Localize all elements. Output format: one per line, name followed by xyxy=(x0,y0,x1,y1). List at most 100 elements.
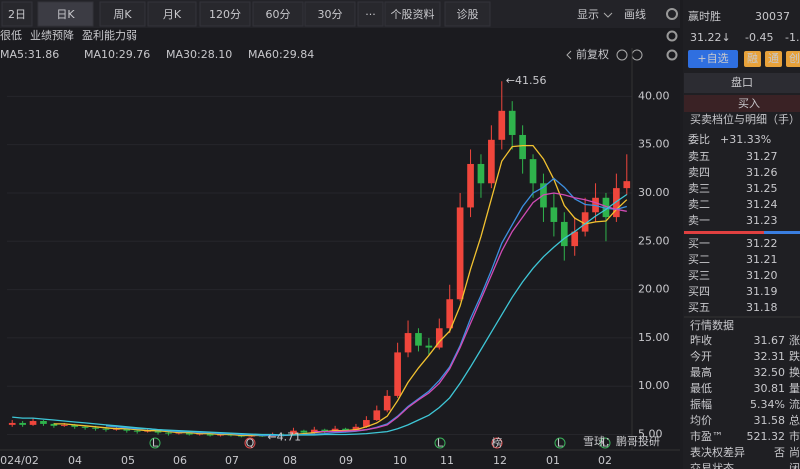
tab-bg[interactable] xyxy=(99,1,146,27)
candle-body xyxy=(92,427,99,429)
settings-icon[interactable] xyxy=(666,8,678,20)
stat-label: 总 xyxy=(789,413,800,427)
ask-level: 卖二 xyxy=(688,198,710,211)
toolbar-tab[interactable]: ··· xyxy=(365,8,376,21)
tab-bg[interactable] xyxy=(1,1,33,27)
event-label[interactable]: L xyxy=(557,437,564,450)
stat-value: 5.34% xyxy=(750,398,785,411)
y-tick-label: 15.00 xyxy=(638,331,670,344)
tab-bg[interactable] xyxy=(304,1,356,27)
y-tick-label: 10.00 xyxy=(638,379,670,392)
toolbar-tab[interactable]: 30分 xyxy=(318,8,343,21)
stat-label: 市盈™ xyxy=(690,429,723,443)
toolbar-tab[interactable]: 60分 xyxy=(266,8,291,21)
bid-level: 买一 xyxy=(688,237,710,250)
candle-body xyxy=(571,231,579,247)
x-tick-label: 07 xyxy=(225,454,239,467)
event-marker[interactable] xyxy=(149,437,161,449)
toolbar-tab[interactable]: 日K xyxy=(56,8,75,21)
x-tick-label: 02 xyxy=(598,454,612,467)
price: 31.22↓ xyxy=(690,31,731,44)
toolbar-tab[interactable]: 周K xyxy=(113,8,132,21)
candle-body xyxy=(446,299,454,329)
toolbar-tab[interactable]: 个股资料 xyxy=(391,7,435,21)
zoom-icon[interactable] xyxy=(616,49,628,61)
badge: 创 xyxy=(789,52,800,65)
bid-level: 买五 xyxy=(688,301,710,314)
event-marker[interactable] xyxy=(244,437,256,449)
panel-tab[interactable]: 盘口 xyxy=(731,75,753,89)
stat-value: 32.50 xyxy=(754,366,786,379)
candle-body xyxy=(435,328,443,348)
toolbar-tab[interactable]: 120分 xyxy=(209,8,241,21)
settings-icon[interactable] xyxy=(666,49,678,61)
event-marker[interactable] xyxy=(491,437,503,449)
ma-legend: MA10:29.76 xyxy=(84,48,150,61)
event-label[interactable]: L xyxy=(602,437,609,450)
tab-bg[interactable] xyxy=(684,73,800,93)
y-tick-label: 5.00 xyxy=(638,428,663,441)
candle-body xyxy=(602,197,610,218)
stock-code: 30037 xyxy=(755,10,790,23)
candle-body xyxy=(363,420,370,427)
event-marker[interactable] xyxy=(434,437,446,449)
stat-label: 闭市 xyxy=(789,461,800,469)
candle-body xyxy=(342,428,349,431)
badge: 通 xyxy=(768,52,779,65)
tab-bg[interactable] xyxy=(199,1,251,27)
tab-bg[interactable] xyxy=(37,1,94,27)
event-marker[interactable] xyxy=(599,437,611,449)
toolbar-tab[interactable]: 2日 xyxy=(8,8,26,21)
draw-button[interactable]: 画线 xyxy=(624,7,646,21)
event-label[interactable]: 榜 xyxy=(492,436,503,450)
stat-label: 市 xyxy=(789,429,800,443)
settings-icon[interactable] xyxy=(666,30,678,42)
stat-label: 昨收 xyxy=(690,333,712,347)
add-watchlist-bg[interactable] xyxy=(688,50,738,68)
ask-price: 31.23 xyxy=(746,214,778,227)
candle-body xyxy=(456,207,464,300)
candle-body xyxy=(467,163,474,208)
bid-price: 31.20 xyxy=(746,269,778,282)
tag: 业绩预降 xyxy=(30,28,74,42)
ask-price: 31.25 xyxy=(746,182,778,195)
tab-bg[interactable] xyxy=(444,1,491,27)
stat-label: 涨 xyxy=(789,334,800,347)
event-label[interactable]: Q xyxy=(246,437,255,450)
ask-price: 31.27 xyxy=(746,150,778,163)
display-button[interactable]: 显示 xyxy=(577,8,599,21)
candle-body xyxy=(165,432,172,434)
candle-body xyxy=(19,422,26,425)
ratio-value: +31.33% xyxy=(720,133,771,146)
candle-body xyxy=(383,395,391,411)
ma-legend: MA30:28.10 xyxy=(166,48,232,61)
candle-body xyxy=(425,345,433,348)
toolbar-tab[interactable]: 月K xyxy=(163,8,182,21)
x-tick-label: 08 xyxy=(283,454,297,467)
change-pct: -1.4 xyxy=(785,31,800,44)
tab-bg[interactable] xyxy=(252,1,304,27)
stock-name: 赢时胜 xyxy=(688,9,721,23)
y-tick-label: 35.00 xyxy=(638,138,670,151)
ask-level: 卖三 xyxy=(688,182,710,195)
buy-button[interactable]: 买入 xyxy=(738,97,760,110)
add-watchlist[interactable]: +自选 xyxy=(697,52,728,65)
event-label[interactable]: L xyxy=(152,437,159,450)
tab-bg[interactable] xyxy=(384,1,441,27)
candle-body xyxy=(123,428,131,431)
stat-label: 量 xyxy=(789,382,800,395)
bid-price: 31.19 xyxy=(746,285,778,298)
candle-body xyxy=(404,333,412,353)
adjust-mode[interactable]: 前复权 xyxy=(576,47,609,61)
buy-bg[interactable] xyxy=(684,95,800,112)
toolbar-tab[interactable]: 诊股 xyxy=(457,7,479,21)
event-label[interactable]: L xyxy=(437,437,444,450)
tab-bg[interactable] xyxy=(147,1,197,27)
x-tick-label: 05 xyxy=(121,454,135,467)
tag: 很低 xyxy=(0,28,22,42)
tab-bg[interactable] xyxy=(357,1,384,27)
candle-body xyxy=(352,426,360,431)
stats-title: 行情数据 xyxy=(690,318,734,332)
event-marker[interactable] xyxy=(554,437,566,449)
candle-body xyxy=(498,110,506,140)
